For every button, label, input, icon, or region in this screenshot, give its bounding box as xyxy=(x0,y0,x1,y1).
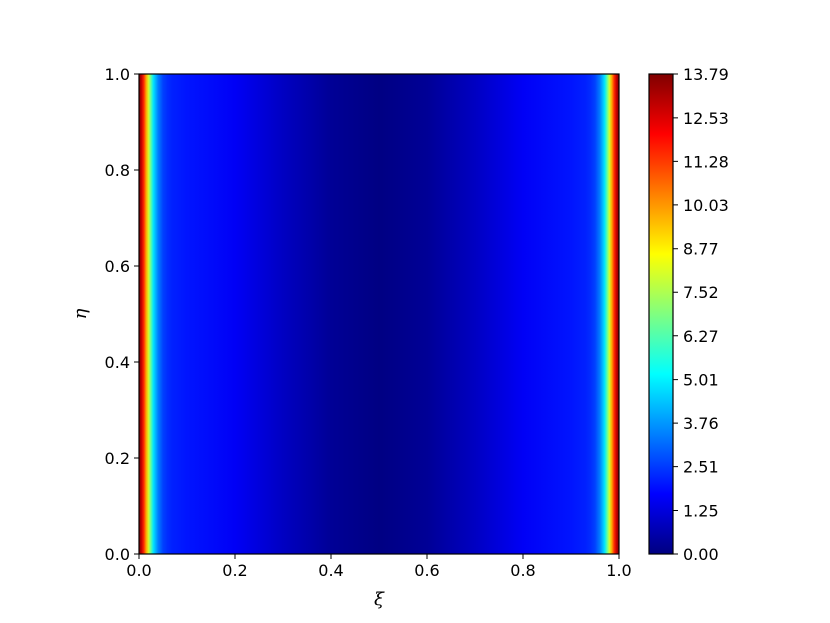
x-axis-ticks: 0.0 0.2 0.4 0.6 0.8 1.0 xyxy=(126,554,632,580)
x-tick-label: 0.6 xyxy=(414,561,439,580)
colorbar-tick-label: 5.01 xyxy=(683,371,719,390)
colorbar-tick-label: 2.51 xyxy=(683,458,719,477)
x-tick-label: 0.2 xyxy=(222,561,247,580)
colorbar xyxy=(649,74,673,554)
plot-frame xyxy=(138,73,620,555)
x-tick-label: 0.0 xyxy=(126,561,151,580)
x-axis-label: ξ xyxy=(374,589,385,610)
colorbar-tick-label: 1.25 xyxy=(683,501,719,520)
y-tick-label: 0.6 xyxy=(105,257,130,276)
colorbar-tick-label: 13.79 xyxy=(683,65,729,84)
colorbar-frame xyxy=(648,73,674,555)
y-axis-ticks: 0.0 0.2 0.4 0.6 0.8 1.0 xyxy=(105,65,139,564)
colorbar-tick-label: 12.53 xyxy=(683,109,729,128)
x-tick-label: 0.4 xyxy=(318,561,343,580)
x-tick-label: 0.8 xyxy=(510,561,535,580)
colorbar-tick-label: 11.28 xyxy=(683,152,729,171)
heatmap-field xyxy=(139,74,619,554)
colorbar-tick-label: 7.52 xyxy=(683,283,719,302)
y-tick-label: 0.4 xyxy=(105,353,130,372)
colorbar-ticks: 0.00 1.25 2.51 3.76 5.01 6.27 7.52 8.77 10.03 11.… xyxy=(673,65,729,564)
y-tick-label: 0.0 xyxy=(105,545,130,564)
colorbar-tick-label: 10.03 xyxy=(683,196,729,215)
y-tick-label: 0.2 xyxy=(105,449,130,468)
colorbar-tick-label: 8.77 xyxy=(683,240,719,259)
y-axis-label: η xyxy=(70,308,91,319)
colorbar-tick-label: 6.27 xyxy=(683,327,719,346)
colorbar-tick-label: 0.00 xyxy=(683,545,719,564)
colorbar-tick-label: 3.76 xyxy=(683,414,719,433)
x-tick-label: 1.0 xyxy=(606,561,631,580)
y-tick-label: 0.8 xyxy=(105,161,130,180)
y-tick-label: 1.0 xyxy=(105,65,130,84)
